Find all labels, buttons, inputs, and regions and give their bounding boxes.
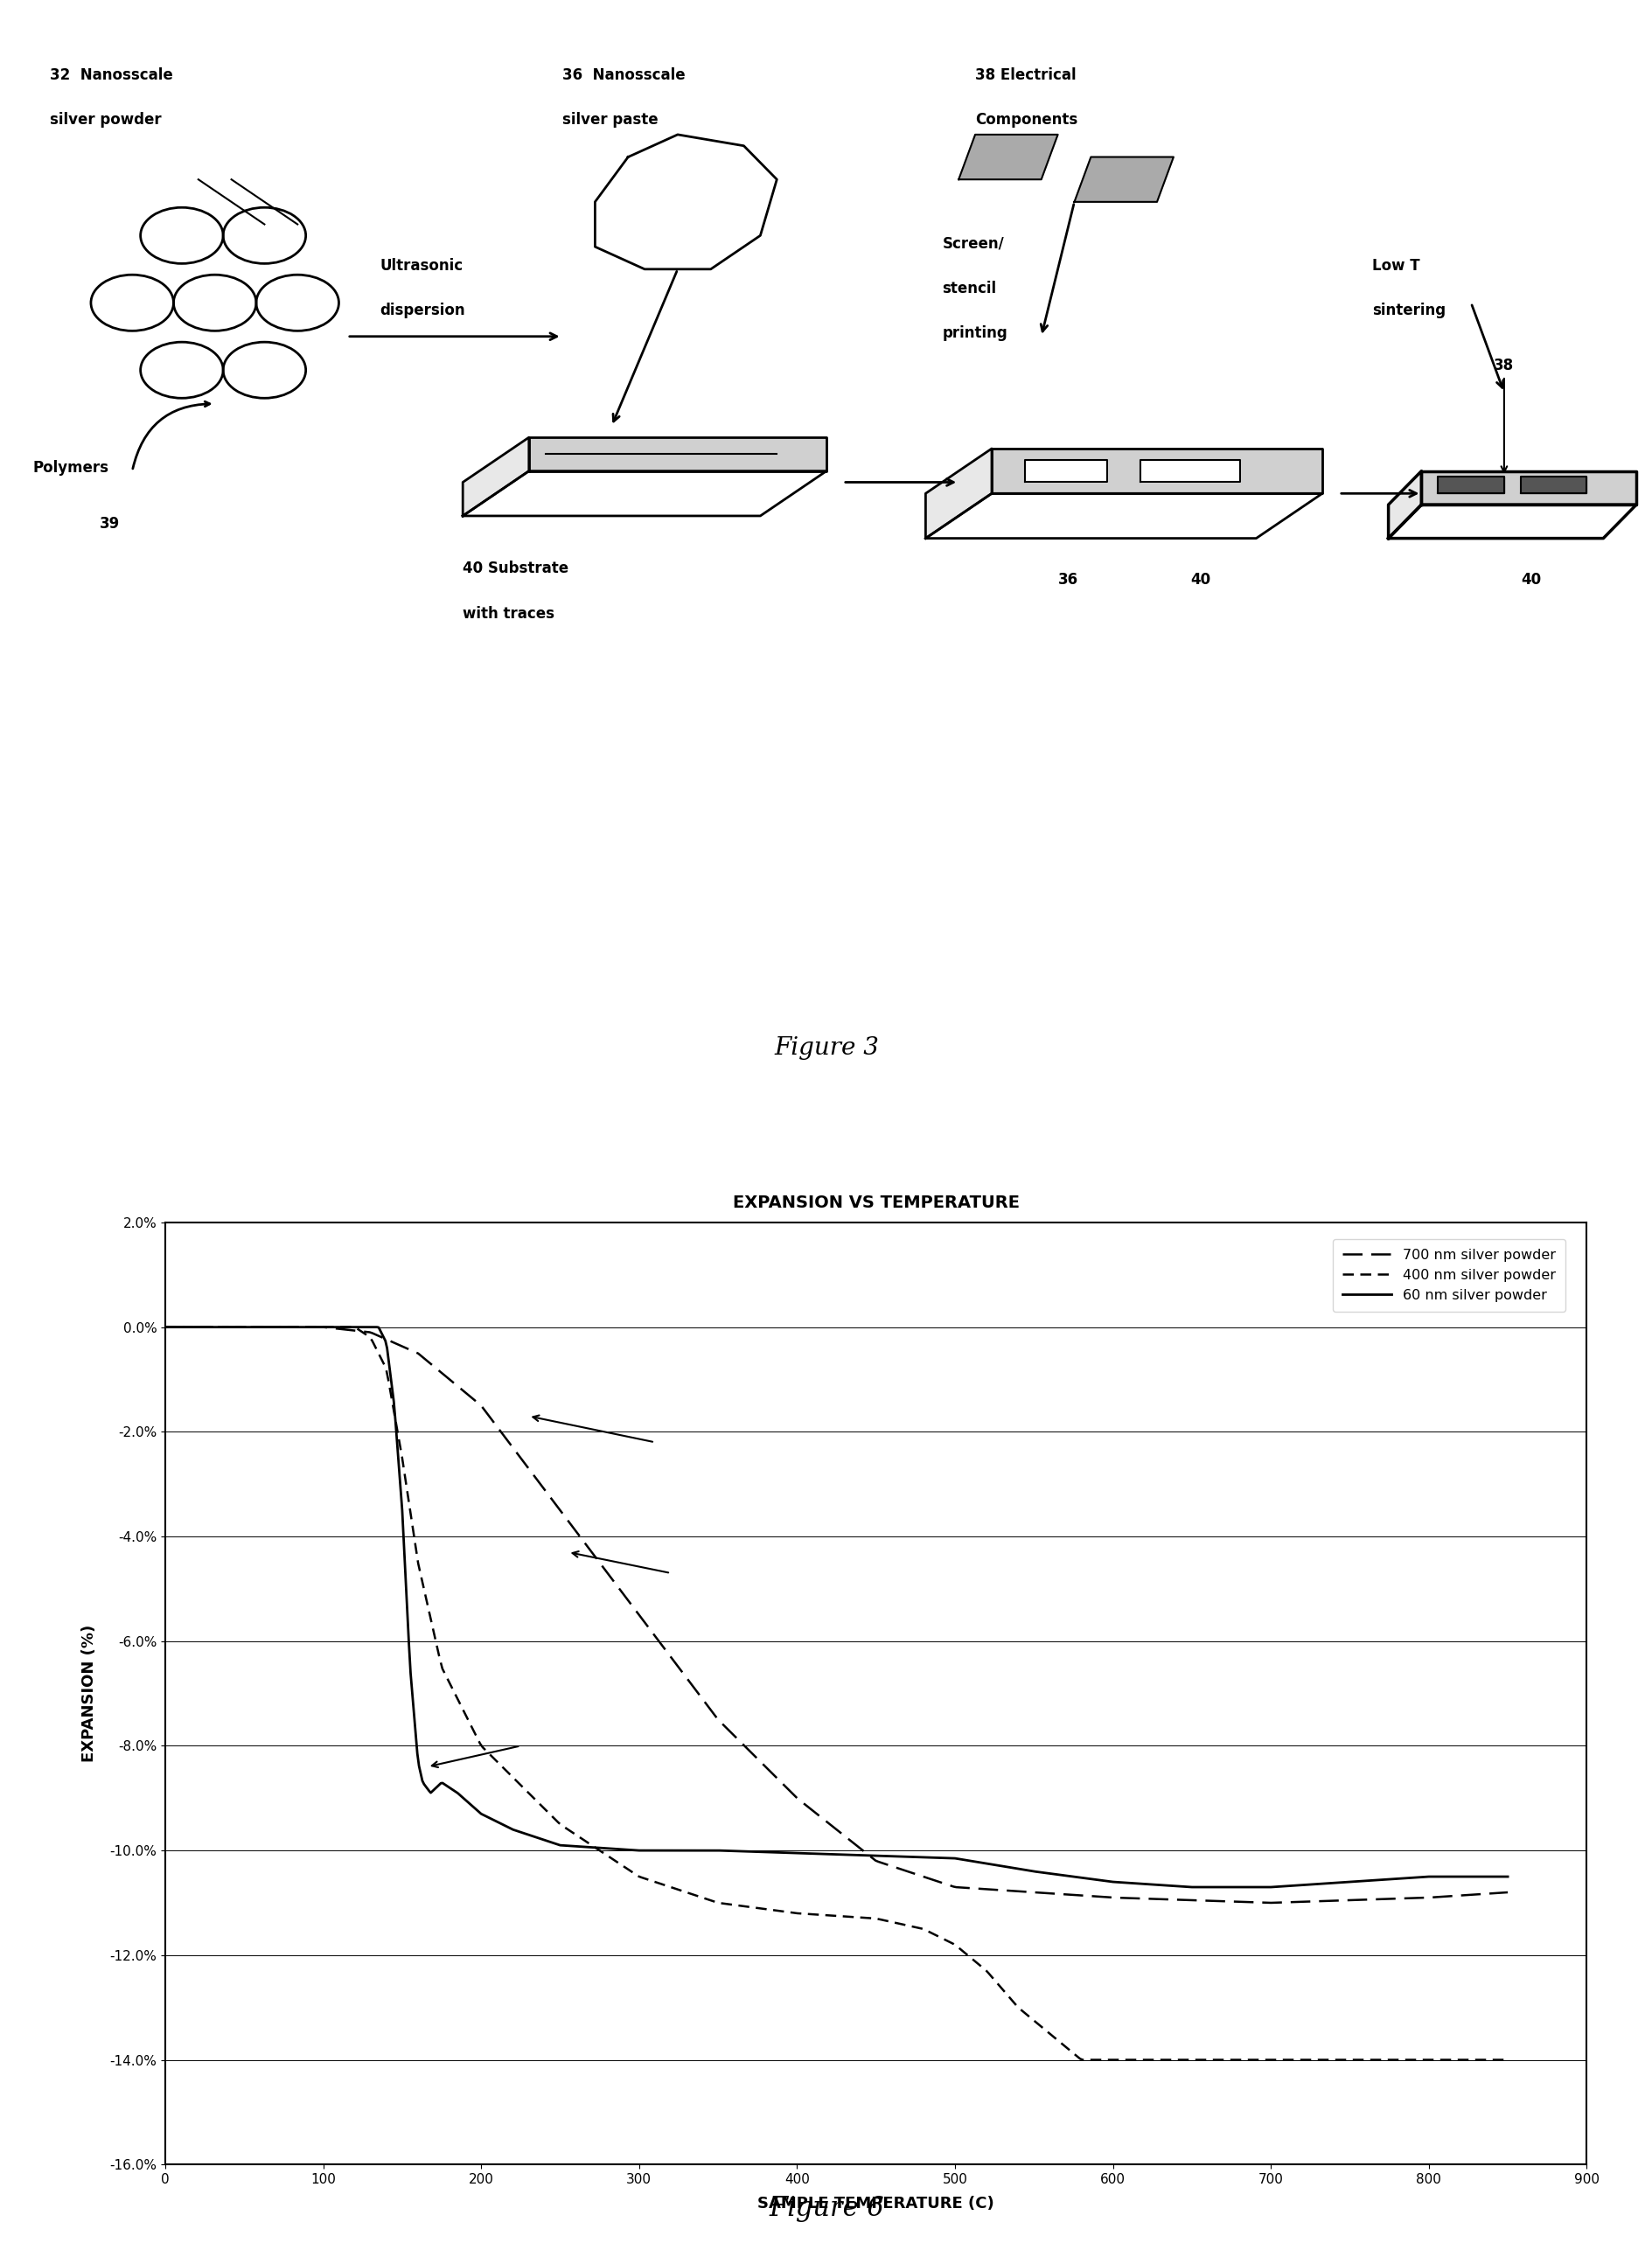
700 nm silver powder	[801, 1797, 821, 1824]
400 nm silver powder	[801, 1900, 821, 1927]
700 nm silver powder	[1260, 1889, 1280, 1916]
Text: dispersion: dispersion	[380, 303, 466, 319]
400 nm silver powder	[793, 1900, 813, 1927]
Text: Components: Components	[975, 112, 1077, 128]
60 nm silver powder	[1173, 1873, 1193, 1900]
700 nm silver powder	[1497, 1880, 1517, 1907]
400 nm silver powder	[155, 1314, 175, 1341]
400 nm silver powder	[881, 1909, 900, 1936]
60 nm silver powder	[1181, 1873, 1201, 1900]
Polygon shape	[463, 437, 529, 516]
Text: Figure 3: Figure 3	[773, 1036, 879, 1059]
60 nm silver powder	[970, 1848, 990, 1875]
400 nm silver powder	[1467, 2046, 1487, 2073]
Line: 60 nm silver powder: 60 nm silver powder	[165, 1328, 1507, 1886]
Polygon shape	[529, 437, 826, 471]
Text: Ultrasonic: Ultrasonic	[380, 258, 463, 274]
Text: with traces: with traces	[463, 606, 555, 621]
Polygon shape	[958, 135, 1057, 179]
X-axis label: SAMPLE TEMPERATURE (C): SAMPLE TEMPERATURE (C)	[757, 2196, 995, 2212]
400 nm silver powder	[1257, 2046, 1277, 2073]
Polygon shape	[1437, 478, 1503, 493]
Text: 36  Nanosscale: 36 Nanosscale	[562, 67, 684, 83]
Line: 400 nm silver powder: 400 nm silver powder	[165, 1328, 1507, 2059]
Text: 38: 38	[1493, 359, 1513, 473]
Title: EXPANSION VS TEMPERATURE: EXPANSION VS TEMPERATURE	[732, 1196, 1019, 1211]
Text: Figure 6: Figure 6	[768, 2196, 884, 2223]
Text: 38 Electrical: 38 Electrical	[975, 67, 1075, 83]
700 nm silver powder	[1256, 1889, 1275, 1916]
Legend: 700 nm silver powder, 400 nm silver powder, 60 nm silver powder: 700 nm silver powder, 400 nm silver powd…	[1332, 1238, 1564, 1312]
Text: stencil: stencil	[942, 280, 996, 296]
Polygon shape	[1140, 460, 1239, 482]
700 nm silver powder	[953, 1875, 973, 1902]
Text: 40 Substrate: 40 Substrate	[463, 561, 568, 576]
Polygon shape	[1024, 460, 1107, 482]
Polygon shape	[463, 471, 826, 516]
700 nm silver powder	[1467, 1882, 1487, 1909]
Text: printing: printing	[942, 325, 1008, 341]
Text: 40: 40	[1189, 572, 1209, 588]
Text: Polymers: Polymers	[33, 460, 109, 476]
700 nm silver powder	[793, 1790, 813, 1817]
400 nm silver powder	[1497, 2046, 1517, 2073]
Text: 39: 39	[99, 516, 119, 532]
Text: silver powder: silver powder	[50, 112, 162, 128]
400 nm silver powder	[953, 1938, 973, 1965]
Line: 700 nm silver powder: 700 nm silver powder	[165, 1328, 1507, 1902]
Text: 32  Nanosscale: 32 Nanosscale	[50, 67, 172, 83]
Text: Low T: Low T	[1371, 258, 1419, 274]
Polygon shape	[1388, 505, 1635, 538]
Text: sintering: sintering	[1371, 303, 1446, 319]
Text: 36: 36	[1057, 572, 1077, 588]
Polygon shape	[595, 135, 776, 269]
Polygon shape	[1520, 478, 1586, 493]
60 nm silver powder	[1312, 1871, 1332, 1898]
60 nm silver powder	[935, 1844, 955, 1871]
Polygon shape	[991, 449, 1322, 493]
Text: 40: 40	[1520, 572, 1540, 588]
Polygon shape	[1388, 471, 1421, 538]
Polygon shape	[925, 449, 991, 538]
60 nm silver powder	[155, 1314, 175, 1341]
60 nm silver powder	[1009, 1855, 1029, 1882]
Text: silver paste: silver paste	[562, 112, 657, 128]
Polygon shape	[925, 493, 1322, 538]
400 nm silver powder	[1072, 2046, 1092, 2073]
60 nm silver powder	[238, 1314, 258, 1341]
Polygon shape	[1074, 157, 1173, 202]
700 nm silver powder	[155, 1314, 175, 1341]
700 nm silver powder	[881, 1853, 900, 1880]
60 nm silver powder	[1497, 1864, 1517, 1891]
Polygon shape	[1421, 471, 1635, 505]
Text: Screen/: Screen/	[942, 236, 1003, 251]
Y-axis label: EXPANSION (%): EXPANSION (%)	[81, 1624, 97, 1763]
